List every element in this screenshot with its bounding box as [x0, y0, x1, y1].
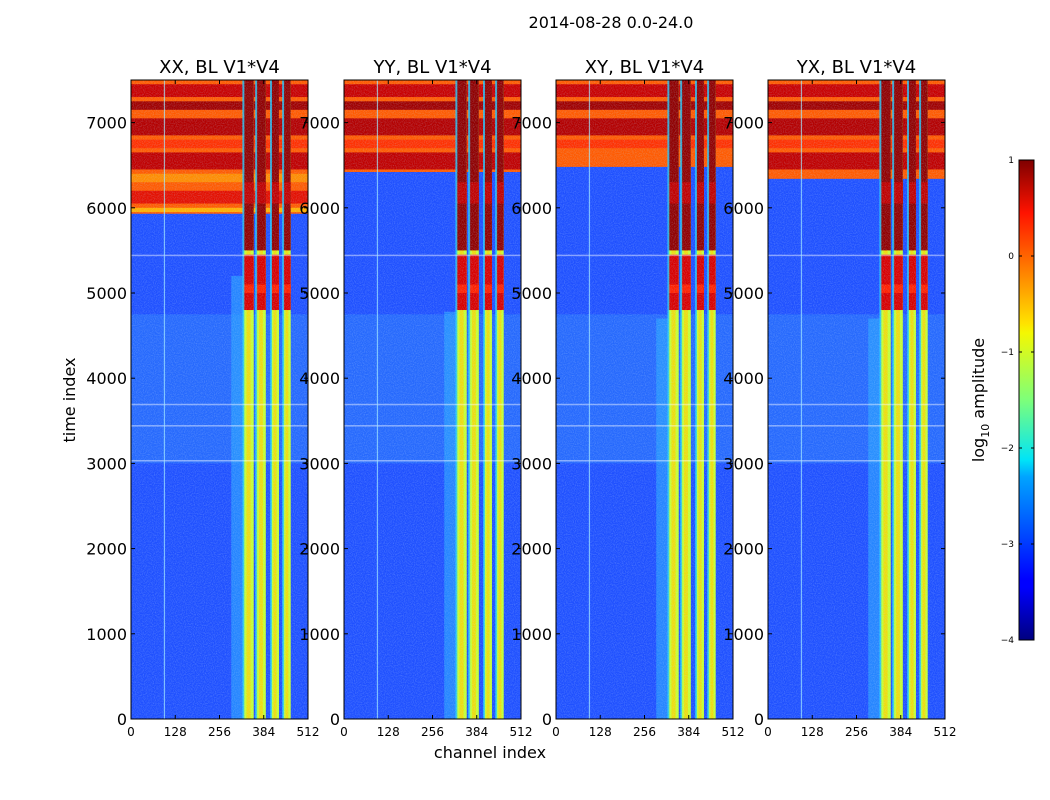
x-tick-label: 384 — [677, 725, 700, 739]
y-tick-label: 1000 — [723, 625, 764, 644]
x-tick-label: 384 — [889, 725, 912, 739]
y-tick-label: 5000 — [723, 284, 764, 303]
colorbar-tick-label: −1 — [1001, 348, 1014, 358]
x-tick-label: 256 — [421, 725, 444, 739]
x-tick-label: 512 — [510, 725, 533, 739]
y-tick-label: 6000 — [299, 199, 340, 218]
y-tick-label: 4000 — [299, 369, 340, 388]
x-tick-label: 256 — [208, 725, 231, 739]
x-tick-label: 0 — [552, 725, 560, 739]
y-tick-label: 5000 — [299, 284, 340, 303]
x-tick-label: 128 — [801, 725, 824, 739]
y-tick-label: 6000 — [86, 199, 127, 218]
y-tick-label: 3000 — [86, 454, 127, 473]
panel-title: XY, BL V1*V4 — [585, 57, 704, 78]
x-tick-label: 512 — [722, 725, 745, 739]
y-tick-label: 7000 — [511, 114, 552, 133]
y-tick-label: 1000 — [511, 625, 552, 644]
heatmap-image — [344, 80, 521, 719]
y-tick-label: 1000 — [299, 625, 340, 644]
x-tick-label: 256 — [633, 725, 656, 739]
y-tick-label: 4000 — [723, 369, 764, 388]
y-tick-label: 6000 — [511, 199, 552, 218]
heatmap-image — [556, 80, 733, 719]
panel-3: XY, BL V1*V4 0 128 256 384 512 0 1000 2000 3000 40… — [511, 57, 744, 739]
colorbar-tick-label: 0 — [1008, 252, 1014, 262]
colorbar-gradient — [1018, 159, 1035, 641]
y-tick-label: 3000 — [723, 454, 764, 473]
figure-suptitle: 2014-08-28 0.0-24.0 — [529, 13, 694, 32]
y-tick-label: 0 — [330, 710, 340, 729]
colorbar-tick-label: −2 — [1001, 444, 1014, 454]
x-axis-label: channel index — [434, 743, 546, 762]
x-tick-label: 128 — [164, 725, 187, 739]
x-tick-label: 256 — [845, 725, 868, 739]
y-tick-label: 2000 — [299, 540, 340, 559]
y-tick-label: 5000 — [511, 284, 552, 303]
colorbar-tick-label: −4 — [1001, 636, 1015, 646]
heatmap-image — [131, 80, 308, 719]
y-tick-label: 2000 — [723, 540, 764, 559]
y-tick-label: 7000 — [723, 114, 764, 133]
y-tick-label: 0 — [542, 710, 552, 729]
y-tick-label: 5000 — [86, 284, 127, 303]
x-tick-label: 0 — [127, 725, 135, 739]
x-tick-label: 0 — [764, 725, 772, 739]
x-tick-label: 384 — [252, 725, 275, 739]
y-tick-label: 7000 — [299, 114, 340, 133]
x-tick-label: 384 — [465, 725, 488, 739]
y-tick-label: 2000 — [86, 540, 127, 559]
panel-title: YY, BL V1*V4 — [372, 57, 491, 78]
panel-4: YX, BL V1*V4 0 128 256 384 512 0 1000 2000 3000 40… — [723, 57, 956, 739]
y-tick-label: 3000 — [299, 454, 340, 473]
panel-title: YX, BL V1*V4 — [796, 57, 916, 78]
x-tick-label: 512 — [934, 725, 957, 739]
panel-2: YY, BL V1*V4 0 128 256 384 512 0 1000 2000 3000 40… — [299, 57, 532, 739]
y-tick-label: 1000 — [86, 625, 127, 644]
x-tick-label: 128 — [589, 725, 612, 739]
y-tick-label: 0 — [754, 710, 764, 729]
heatmap-image — [768, 80, 945, 719]
colorbar-label: log10 amplitude — [969, 338, 992, 462]
colorbar-tick-label: −3 — [1001, 540, 1014, 550]
y-axis-label: time index — [60, 357, 79, 442]
y-tick-label: 0 — [117, 710, 127, 729]
y-tick-label: 2000 — [511, 540, 552, 559]
panel-title: XX, BL V1*V4 — [159, 57, 280, 78]
colorbar: 1 0 −1 −2 −3 −4 log10 amplitude — [969, 156, 1035, 646]
y-tick-label: 4000 — [86, 369, 127, 388]
x-tick-label: 0 — [340, 725, 348, 739]
y-tick-label: 6000 — [723, 199, 764, 218]
y-tick-label: 7000 — [86, 114, 127, 133]
y-tick-label: 3000 — [511, 454, 552, 473]
colorbar-tick-label: 1 — [1008, 156, 1014, 166]
x-tick-label: 128 — [377, 725, 400, 739]
panel-1: XX, BL V1*V4 0 128 256 384 512 0 1000 2000 3000 40… — [86, 57, 319, 739]
y-tick-label: 4000 — [511, 369, 552, 388]
x-tick-label: 512 — [297, 725, 320, 739]
